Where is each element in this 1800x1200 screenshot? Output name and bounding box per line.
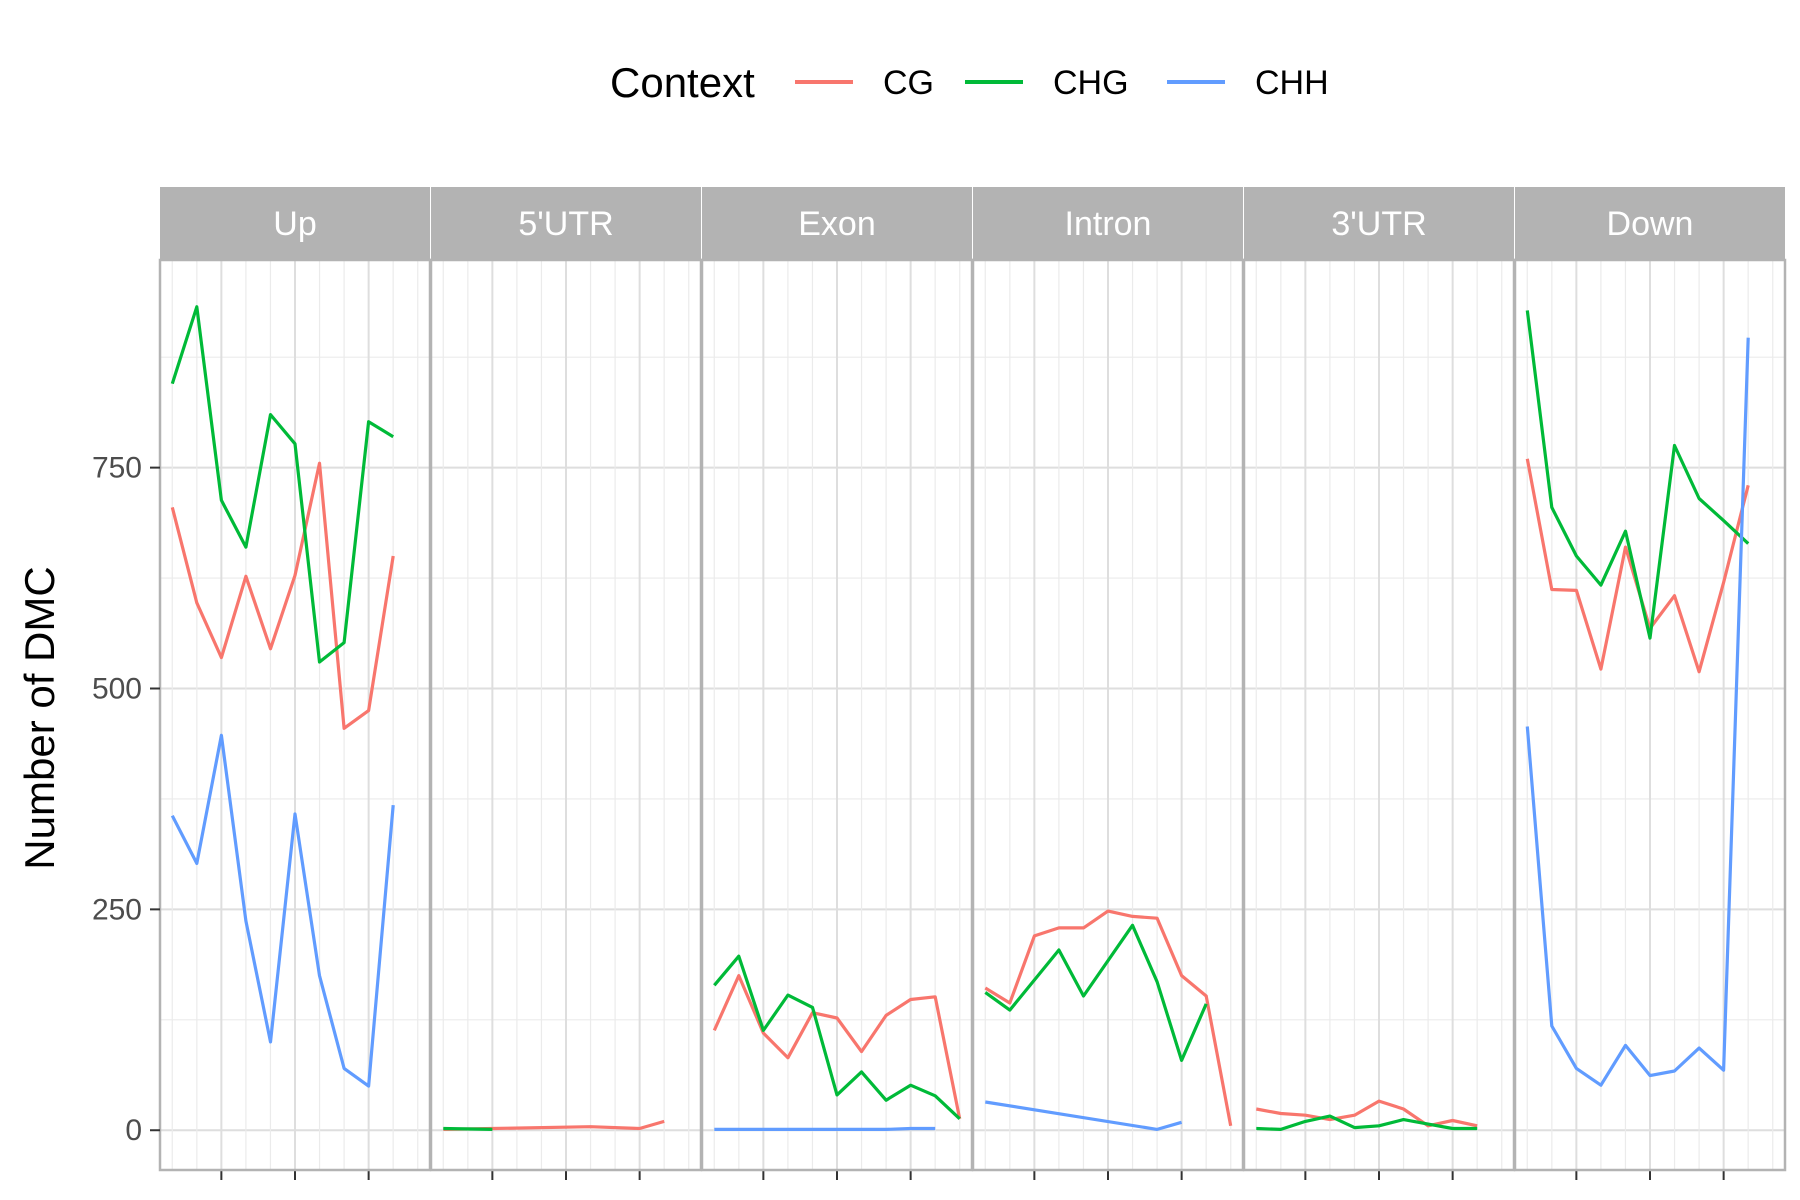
facet-5utr: 5'UTR <box>429 187 703 1180</box>
series-line-chg <box>1256 1114 1478 1132</box>
legend-item-chh: CHH <box>1167 64 1329 102</box>
facet-strip-label: 3'UTR <box>1331 205 1426 243</box>
legend-title: Context <box>610 59 755 106</box>
legend-item-cg: CG <box>795 64 934 102</box>
series-line-cg <box>1256 1099 1478 1128</box>
y-axis-title: Number of DMC <box>16 566 63 869</box>
panel-border <box>1513 258 1787 1172</box>
y-tick-label: 0 <box>125 1114 142 1147</box>
series-line-cg <box>712 973 962 1120</box>
facet-strip <box>973 187 1243 260</box>
facet-3utr: 3'UTR <box>1242 187 1516 1180</box>
legend-item-chg: CHG <box>965 64 1129 102</box>
series-line-cg <box>1525 458 1750 674</box>
legend-label: CG <box>883 64 934 102</box>
series-line-chg <box>713 954 961 1120</box>
series-line-chg <box>443 1126 493 1131</box>
series-line-chh <box>985 1100 1183 1132</box>
series-line-cg <box>984 909 1233 1127</box>
facet-strip <box>1515 187 1785 260</box>
y-tick-label: 250 <box>92 893 142 926</box>
series-line-chg <box>1525 310 1750 640</box>
y-tick-label: 750 <box>92 452 142 485</box>
facet-up: Up <box>158 187 432 1180</box>
facet-strip-label: Exon <box>798 205 876 243</box>
facet-strip <box>431 187 701 260</box>
facet-strip-label: 5'UTR <box>518 205 613 243</box>
facet-exon: Exon <box>700 187 974 1180</box>
series-line-chg <box>984 923 1208 1063</box>
facet-strip-label: Up <box>273 205 316 243</box>
facet-strip <box>1244 187 1514 260</box>
series-line-chh <box>1525 337 1750 1087</box>
facet-panels: Up 5'UTR Exon Intron 3'UTR Down <box>158 187 1787 1180</box>
facet-strip <box>702 187 972 260</box>
series-line-chh <box>170 733 395 1088</box>
y-axis: 0 250 500 750 <box>92 452 160 1147</box>
series-line-chh <box>714 1126 936 1132</box>
legend-label: CHH <box>1255 64 1329 102</box>
facet-intron: Intron <box>971 187 1245 1180</box>
facet-strip-label: Down <box>1607 205 1694 243</box>
legend: Context CG CHG CHH <box>610 59 1329 106</box>
facet-down: Down <box>1513 187 1787 1180</box>
legend-label: CHG <box>1053 64 1129 102</box>
series-line-chg <box>170 305 395 664</box>
series-line-cg <box>170 461 395 730</box>
y-tick-label: 500 <box>92 672 142 705</box>
facet-strip <box>160 187 430 260</box>
facet-strip-label: Intron <box>1065 205 1152 243</box>
